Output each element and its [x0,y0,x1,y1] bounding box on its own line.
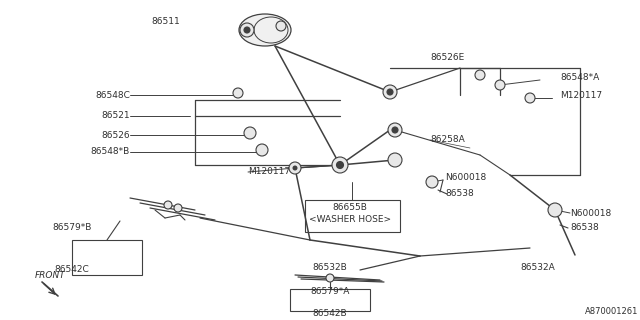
Text: 86548*A: 86548*A [560,74,599,83]
Circle shape [244,27,250,33]
Circle shape [332,157,348,173]
Text: <WASHER HOSE>: <WASHER HOSE> [309,215,391,225]
Circle shape [233,88,243,98]
Circle shape [244,127,256,139]
Text: 86655B: 86655B [333,203,367,212]
Text: A870001261: A870001261 [584,307,638,316]
Circle shape [292,165,298,171]
Text: M120117: M120117 [248,167,290,177]
Bar [72,240,142,275]
Text: 86532B: 86532B [312,263,348,273]
Text: 86579*B: 86579*B [52,223,92,233]
Bar [290,289,370,311]
Circle shape [240,23,254,37]
Text: 86521: 86521 [101,111,130,121]
Ellipse shape [239,14,291,46]
Circle shape [337,162,344,169]
Circle shape [174,204,182,212]
Text: 86548C: 86548C [95,91,130,100]
Text: 86579*A: 86579*A [310,286,349,295]
Circle shape [387,89,393,95]
Circle shape [326,274,334,282]
Text: 86526E: 86526E [430,53,464,62]
Bar [305,200,400,232]
Circle shape [388,123,402,137]
Text: 86548*B: 86548*B [91,148,130,156]
Circle shape [256,144,268,156]
Text: 86542C: 86542C [54,266,90,275]
Text: M120117: M120117 [560,92,602,100]
Text: 86511: 86511 [151,18,180,27]
Circle shape [475,70,485,80]
Circle shape [164,201,172,209]
Circle shape [388,153,402,167]
Text: N600018: N600018 [445,173,486,182]
Circle shape [548,203,562,217]
Circle shape [426,176,438,188]
Text: FRONT: FRONT [35,270,66,279]
Text: 86538: 86538 [445,188,474,197]
Circle shape [276,21,286,31]
Text: 86538: 86538 [570,222,599,231]
Text: N600018: N600018 [570,209,611,218]
Text: 86526: 86526 [101,131,130,140]
Circle shape [289,162,301,174]
Circle shape [392,127,398,133]
Text: 86258A: 86258A [430,135,465,145]
Circle shape [525,93,535,103]
Text: 86532A: 86532A [520,263,555,273]
Circle shape [495,80,505,90]
Circle shape [383,85,397,99]
Text: 86542B: 86542B [313,308,348,317]
